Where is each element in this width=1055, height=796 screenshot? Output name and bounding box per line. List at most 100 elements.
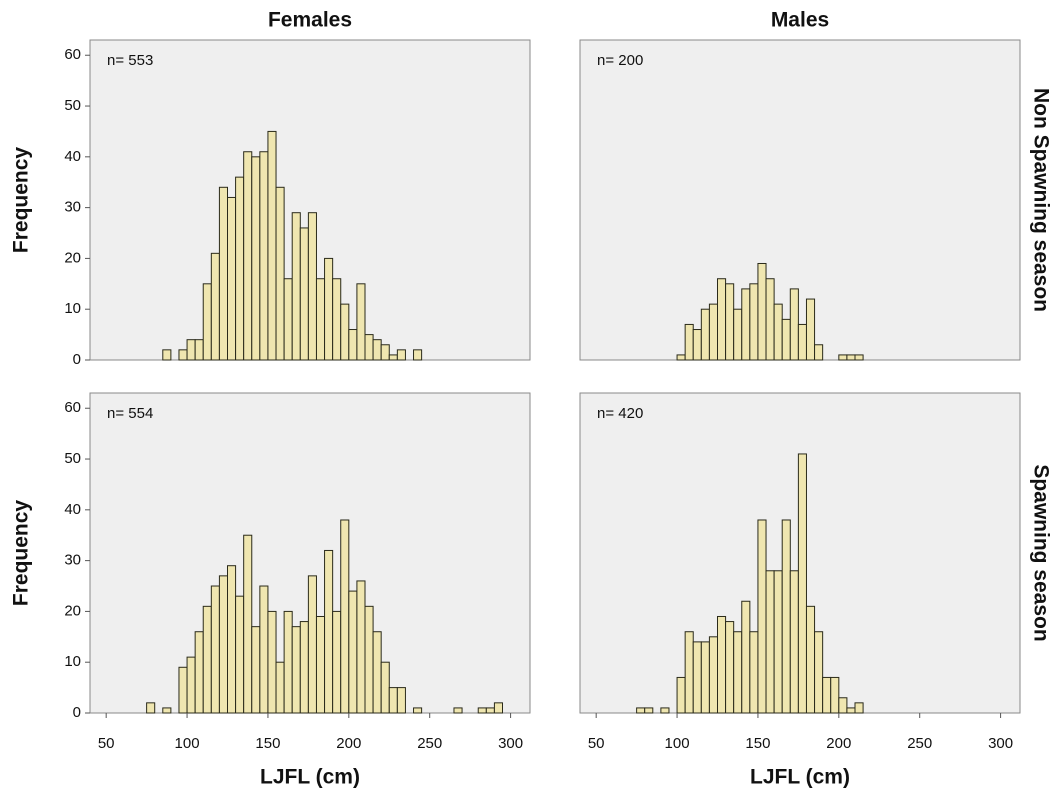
bar [733, 631, 743, 714]
bar [267, 130, 277, 361]
x-tick-label: 200 [336, 735, 361, 752]
bar [364, 334, 374, 361]
bar [773, 570, 783, 714]
bar [717, 615, 727, 714]
bar [700, 641, 710, 714]
bar [340, 303, 350, 361]
bar [332, 278, 342, 361]
bar [283, 278, 293, 361]
bar [235, 176, 245, 361]
bar [660, 707, 670, 714]
y-tick-label: 20 [64, 602, 81, 619]
bar [725, 283, 735, 361]
y-tick-label: 30 [64, 199, 81, 216]
bar [814, 631, 824, 714]
annotation: n= 420 [597, 405, 643, 422]
bar [805, 605, 816, 714]
y-tick-label: 10 [64, 653, 81, 670]
column-title: Males [771, 9, 829, 32]
bar [485, 707, 495, 714]
bar [846, 354, 856, 361]
y-tick-label: 30 [64, 552, 81, 569]
bar [789, 570, 799, 714]
bar [348, 590, 358, 714]
bar [757, 262, 767, 361]
bar [838, 354, 848, 361]
bar [202, 605, 212, 714]
bar [356, 283, 366, 361]
bar [708, 636, 718, 714]
bar [146, 702, 156, 714]
x-tick-label: 100 [665, 735, 690, 752]
annotation: n= 200 [597, 52, 643, 69]
bar [291, 626, 301, 714]
bar [773, 303, 783, 361]
bar [684, 631, 694, 714]
bar [725, 621, 735, 714]
bar [259, 151, 269, 361]
bar [324, 257, 334, 361]
bar [162, 707, 172, 714]
bar [493, 702, 504, 714]
bar [380, 344, 390, 361]
bar [210, 252, 220, 361]
bar [797, 323, 807, 361]
row-label: Spawning season [1029, 464, 1052, 641]
bar [708, 303, 718, 361]
bar [676, 354, 686, 361]
bar [781, 519, 791, 714]
bar [765, 278, 775, 361]
bar [307, 212, 317, 361]
bar [267, 610, 277, 714]
y-tick-label: 20 [64, 249, 81, 266]
x-tick-label: 150 [745, 735, 770, 752]
bar [348, 329, 358, 361]
x-tick-label: 300 [498, 735, 523, 752]
annotation: n= 553 [107, 52, 153, 69]
bar [218, 575, 228, 714]
bar [372, 631, 382, 714]
bar [178, 349, 188, 361]
bar [332, 610, 342, 714]
x-tick-label: 250 [907, 735, 932, 752]
bar [757, 519, 767, 714]
bar [477, 707, 487, 714]
bar [741, 288, 751, 361]
bar [291, 212, 301, 361]
bar [315, 278, 326, 361]
y-tick-label: 60 [64, 399, 81, 416]
x-tick-label: 300 [988, 735, 1013, 752]
bar [356, 580, 366, 714]
bar [372, 339, 382, 361]
x-axis-label: LJFL (cm) [260, 766, 360, 789]
bar [396, 687, 406, 714]
y-axis-label: Frequency [10, 147, 33, 254]
bar [307, 575, 317, 714]
bar [243, 534, 253, 714]
bar [340, 519, 350, 714]
bar [299, 621, 309, 714]
bar [388, 687, 398, 714]
bar [243, 151, 253, 361]
bar [251, 156, 261, 361]
bar [283, 610, 293, 714]
bar [717, 278, 727, 361]
bar [251, 626, 261, 714]
bar [235, 595, 245, 714]
bar [749, 283, 759, 361]
bar [194, 631, 204, 714]
annotation: n= 554 [107, 405, 153, 422]
x-tick-label: 200 [826, 735, 851, 752]
bar [275, 661, 285, 714]
bar [822, 676, 832, 714]
y-tick-label: 50 [64, 450, 81, 467]
bar [700, 308, 710, 361]
bar [805, 298, 816, 361]
row-label: Non Spawning season [1029, 88, 1052, 312]
bar [636, 707, 646, 714]
y-tick-label: 40 [64, 501, 81, 518]
bar [259, 585, 269, 714]
bar [210, 585, 220, 714]
x-tick-label: 100 [175, 735, 200, 752]
